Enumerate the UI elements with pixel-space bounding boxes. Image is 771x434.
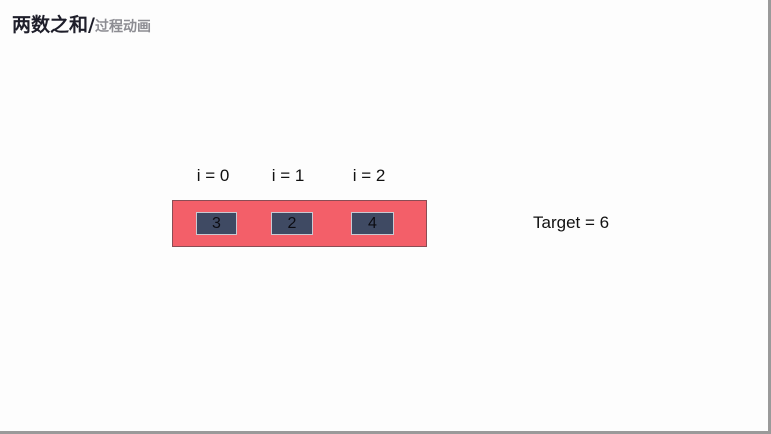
array-cell-2: 4 [351, 212, 394, 235]
index-label-0: i = 0 [196, 166, 230, 185]
title-main: 两数之和 [12, 14, 89, 36]
index-label-1: i = 1 [271, 166, 305, 185]
index-label-2: i = 2 [352, 166, 386, 185]
target-label: Target = 6 [533, 213, 610, 232]
title-separator: / [88, 14, 95, 36]
title-subtitle: 过程动画 [94, 19, 151, 35]
array-container: 3 2 4 [172, 200, 427, 247]
array-cell-1: 2 [271, 212, 313, 235]
page-title: 两数之和/过程动画 [12, 10, 151, 37]
array-cell-0: 3 [196, 212, 237, 235]
